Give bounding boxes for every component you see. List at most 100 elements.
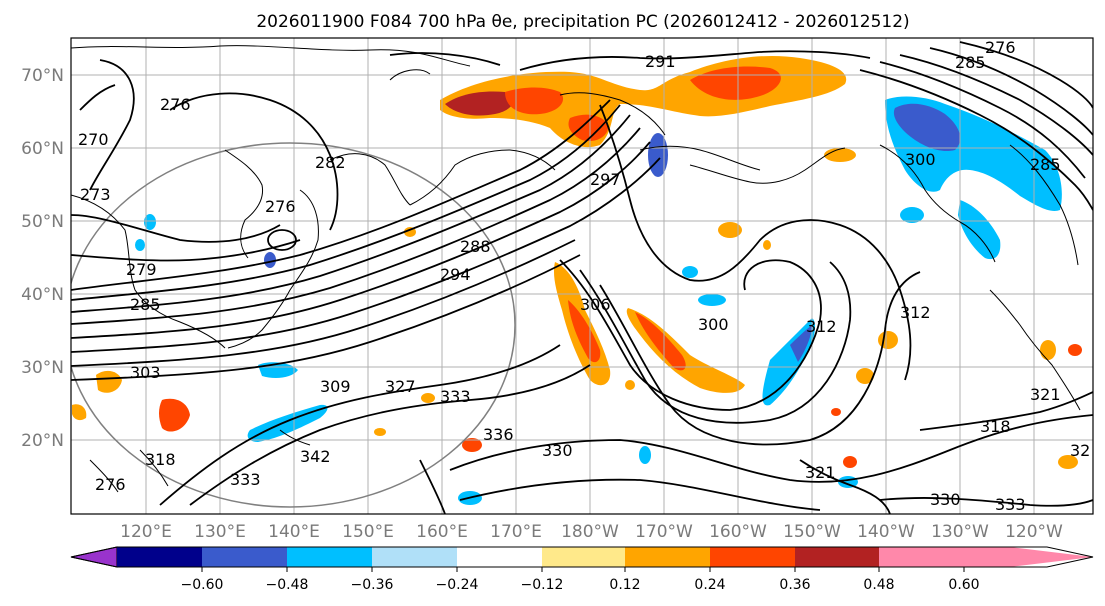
contour-line <box>419 459 446 514</box>
contour-label: 318 <box>145 450 176 469</box>
range-circle <box>71 142 516 508</box>
precip-area-wpac-3 <box>72 404 87 421</box>
contour-label: 276 <box>985 38 1016 57</box>
colorbar-segment <box>625 547 710 567</box>
lon-label: 120°E <box>120 522 172 542</box>
contour-line <box>71 127 641 325</box>
contour-label: 270 <box>78 130 109 149</box>
contour-line <box>449 414 1093 483</box>
colorbar: −0.60 −0.48 −0.36 −0.24 −0.12 0.12 0.24 … <box>70 546 1094 593</box>
colorbar-segment <box>372 547 457 567</box>
contour-line <box>859 69 1093 211</box>
contour-line <box>71 239 301 262</box>
contour-line <box>71 214 281 243</box>
precip-cell <box>718 222 742 238</box>
contour-label: 303 <box>130 363 161 382</box>
contour-line <box>71 141 651 339</box>
precip-cell <box>682 266 698 278</box>
contour-label: 297 <box>590 170 621 189</box>
colorbar-outline <box>70 546 1094 568</box>
latitude-labels: 70°N 60°N 50°N 40°N 30°N 20°N <box>21 66 64 451</box>
colorbar-tick-label: −0.24 <box>436 577 479 593</box>
colorbar-extend-low <box>70 546 118 568</box>
contour-label: 336 <box>483 425 514 444</box>
precip-cell <box>264 252 276 268</box>
contour-line <box>919 391 1093 431</box>
contour-line <box>799 459 891 514</box>
contour-line <box>267 229 297 251</box>
contour-label: 333 <box>440 387 471 406</box>
lat-label: 60°N <box>21 139 64 159</box>
contour-line <box>169 92 339 231</box>
precip-area-gulf-alaska-core <box>893 103 961 152</box>
precip-cell <box>639 446 651 464</box>
colorbar-tick-label: 0.60 <box>948 577 979 593</box>
colorbar-segment <box>795 547 879 567</box>
contour-label: 330 <box>542 441 573 460</box>
lon-label: 130°E <box>194 522 246 542</box>
lat-label: 20°N <box>21 431 64 451</box>
contour-label: 288 <box>460 237 491 256</box>
colorbar-tick-label: 0.48 <box>863 577 894 593</box>
colorbar-tick-label: 0.36 <box>779 577 810 593</box>
contour-line <box>579 261 852 424</box>
colorbar-segment <box>457 547 542 567</box>
precip-cell <box>878 331 898 349</box>
figure-title: 2026011900 F084 700 hPa θe, precipitatio… <box>256 12 909 32</box>
colorbar-extend-high-tip <box>1010 547 1093 567</box>
precip-cell <box>135 239 145 251</box>
contour-line <box>459 478 821 511</box>
colorbar-segment <box>879 547 964 567</box>
lon-label: 160°E <box>416 522 468 542</box>
contour-label: 300 <box>698 315 729 334</box>
contour-label: 294 <box>440 265 471 284</box>
contour-line <box>71 239 576 367</box>
precip-cell <box>856 368 874 384</box>
contour-label: 285 <box>130 295 161 314</box>
lon-label: 170°E <box>490 522 542 542</box>
precip-area-bering-red <box>505 87 564 115</box>
contour-label: 309 <box>320 377 351 396</box>
precip-area-bc-coast <box>958 200 1001 260</box>
contour-label: 321 <box>1030 385 1061 404</box>
contour-label: 306 <box>580 295 611 314</box>
contour-label: 276 <box>95 475 126 494</box>
precip-cell <box>1040 340 1056 360</box>
precip-area-bering-core <box>445 91 514 116</box>
contour-line <box>929 47 1093 136</box>
contour-line <box>71 114 631 313</box>
contour-label: 321 <box>805 463 836 482</box>
precip-cell <box>421 393 435 403</box>
precip-area-wpac-2 <box>159 398 190 432</box>
precip-area-subtropical-red <box>568 300 601 363</box>
longitude-labels: 120°E 130°E 140°E 150°E 160°E 170°E 180°… <box>120 522 1063 542</box>
colorbar-segment <box>542 547 625 567</box>
colorbar-ticks <box>201 567 965 572</box>
contour-line <box>71 254 581 381</box>
precip-shading <box>72 55 1082 505</box>
lat-label: 40°N <box>21 285 64 305</box>
lon-label: 140°E <box>268 522 320 542</box>
lon-label: 170°W <box>635 522 693 542</box>
contour-label: 333 <box>995 495 1026 514</box>
contour-label: 273 <box>80 185 111 204</box>
precip-cell <box>648 133 668 177</box>
precip-cell <box>374 428 386 436</box>
precip-cell <box>625 380 635 390</box>
contour-line <box>389 52 501 66</box>
colorbar-segment <box>710 547 795 567</box>
map-panel: 291 276 270 285 276 282 273 276 279 288 … <box>70 37 1094 515</box>
contour-label: 291 <box>645 52 676 71</box>
colorbar-segment <box>202 547 287 567</box>
precip-area-midpac-red <box>635 312 686 371</box>
lat-label: 50°N <box>21 212 64 232</box>
precip-area-wpac-1 <box>96 370 122 393</box>
precip-area-aleutian-red <box>568 114 609 142</box>
precip-cell <box>144 214 156 230</box>
graticule <box>71 38 1093 514</box>
contour-label: 312 <box>806 317 837 336</box>
colorbar-tick-label: −0.60 <box>181 577 224 593</box>
contour-line <box>559 259 822 411</box>
contour-label: 333 <box>230 470 261 489</box>
